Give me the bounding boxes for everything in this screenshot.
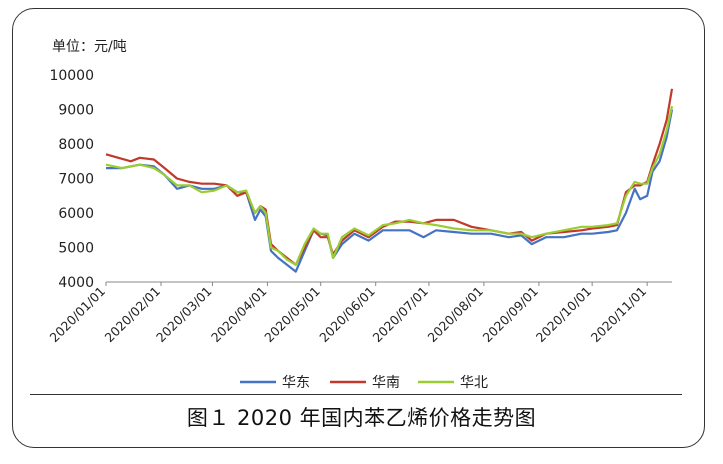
- legend-label: 华北: [460, 375, 488, 391]
- x-axis: 2020/01/012020/02/012020/03/012020/04/01…: [47, 281, 672, 346]
- figure-caption: 图１ 2020 年国内苯乙烯价格走势图: [186, 406, 537, 430]
- y-tick-label: 8000: [58, 137, 94, 153]
- x-tick-label: 2020/06/01: [316, 284, 378, 346]
- y-tick-label: 9000: [58, 103, 94, 119]
- series-line-华东: [106, 109, 674, 273]
- caption-divider: [30, 394, 682, 395]
- x-tick-label: 2020/03/01: [153, 284, 215, 346]
- x-tick-label: 2020/04/01: [208, 284, 270, 346]
- legend: 华东 华南 华北: [240, 375, 488, 391]
- x-tick-label: 2020/05/01: [261, 284, 323, 346]
- y-tick-label: 10000: [49, 68, 94, 84]
- unit-label: 单位：元/吨: [52, 39, 127, 55]
- x-tick-label: 2020/01/01: [47, 284, 109, 346]
- x-tick-label: 2020/08/01: [424, 284, 486, 346]
- y-tick-label: 4000: [58, 275, 94, 291]
- series-line-华南: [105, 88, 674, 266]
- x-tick-label: 2020/07/01: [369, 284, 431, 346]
- y-tick-label: 6000: [58, 206, 94, 222]
- series-line-华北: [105, 105, 674, 266]
- x-tick-label: 2020/09/01: [479, 284, 541, 346]
- legend-label: 华南: [372, 375, 400, 391]
- y-tick-label: 5000: [58, 241, 94, 257]
- y-axis: 4000 5000 6000 7000 8000 9000 10000: [49, 68, 94, 291]
- plot-area: [105, 88, 674, 273]
- y-tick-label: 7000: [58, 172, 94, 188]
- x-tick-label: 2020/10/01: [533, 284, 595, 346]
- x-tick-label: 2020/11/01: [588, 284, 650, 346]
- legend-label: 华东: [282, 375, 310, 391]
